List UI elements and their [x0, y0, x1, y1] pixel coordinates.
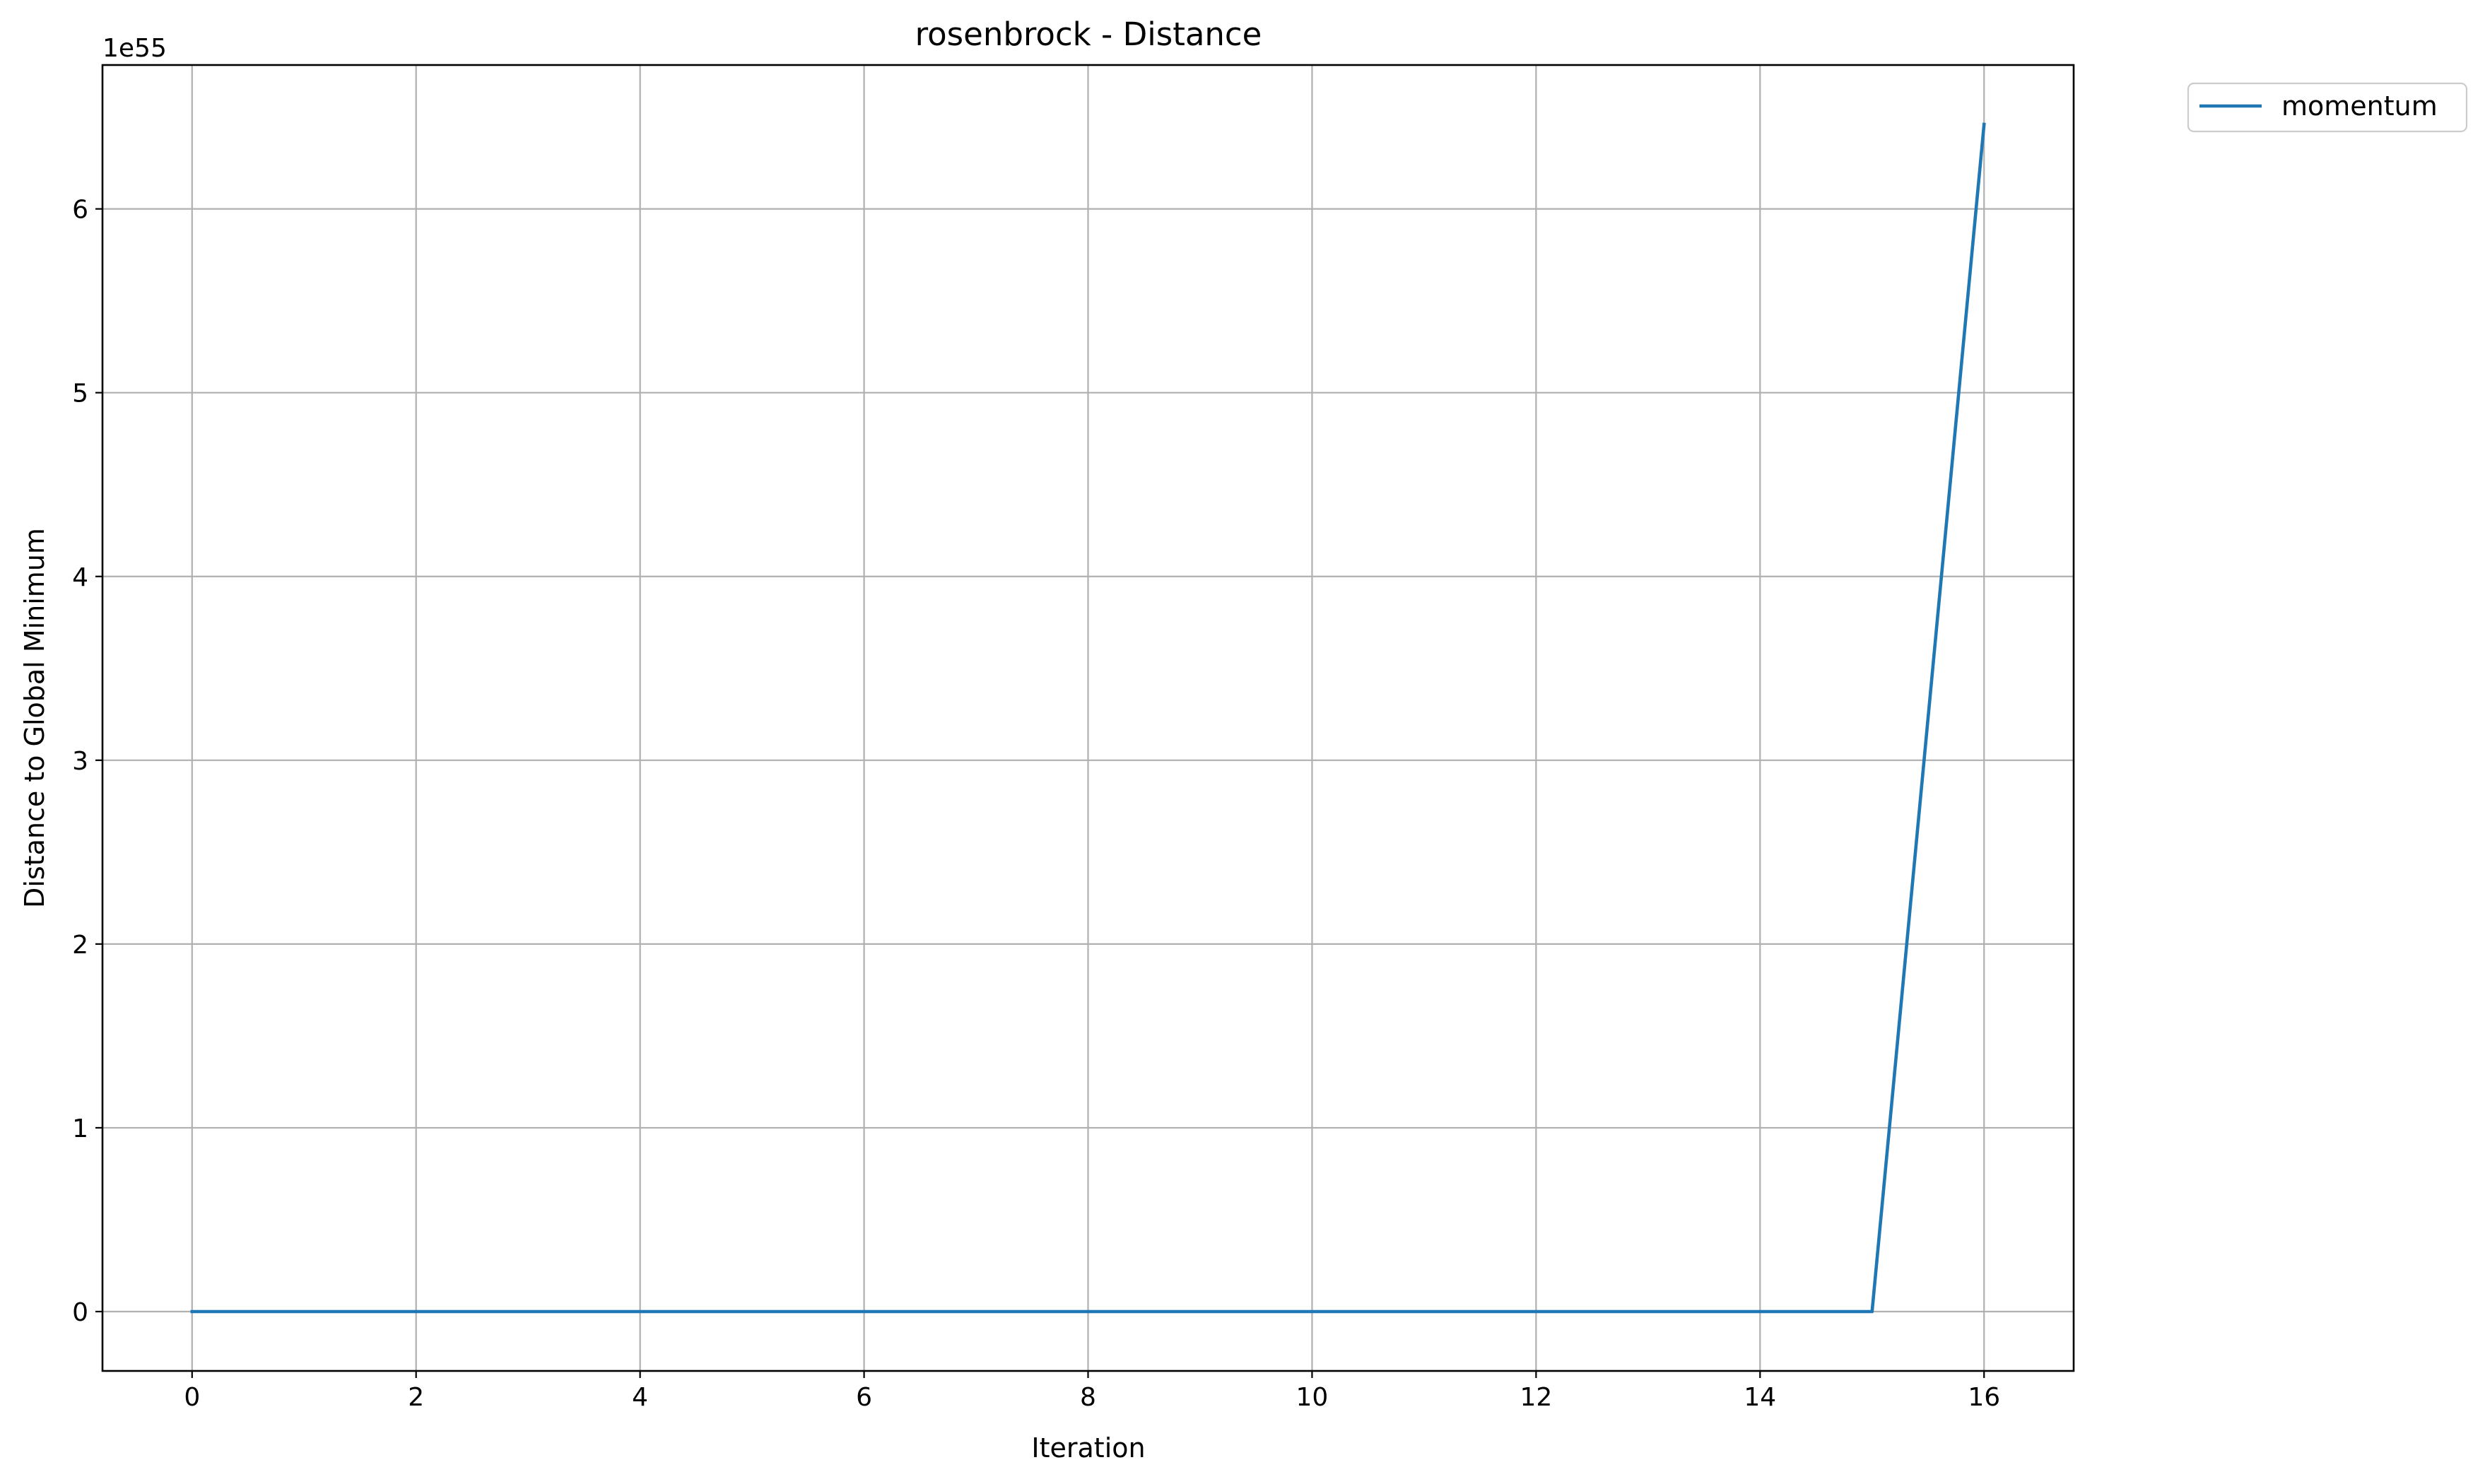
x-tick-label: 6 [856, 1383, 872, 1412]
legend: momentum [2187, 82, 2468, 133]
series-layer [190, 122, 1986, 1314]
x-tick-label: 0 [184, 1383, 200, 1412]
y-tick-label: 6 [72, 196, 88, 225]
x-axis-ticks: 0 2 4 6 8 10 12 14 16 [184, 1371, 2000, 1412]
grid [102, 65, 2074, 1371]
y-tick-label: 5 [72, 379, 88, 408]
y-tick-label: 2 [72, 931, 88, 960]
x-axis-label: Iteration [1031, 1432, 1145, 1464]
y-tick-label: 1 [72, 1114, 88, 1143]
y-axis-ticks: 0 1 2 3 4 5 6 [72, 196, 102, 1327]
x-tick-label: 14 [1744, 1383, 1776, 1412]
x-tick-label: 16 [1968, 1383, 2000, 1412]
legend-label-momentum: momentum [2281, 90, 2438, 122]
y-tick-label: 4 [72, 563, 88, 592]
x-tick-label: 8 [1080, 1383, 1096, 1412]
x-tick-label: 12 [1520, 1383, 1552, 1412]
legend-frame [2187, 82, 2468, 133]
chart-title: rosenbrock - Distance [915, 16, 1262, 53]
y-tick-label: 0 [72, 1298, 88, 1327]
x-tick-label: 4 [632, 1383, 648, 1412]
series-line-momentum [190, 122, 1986, 1314]
y-axis-label: Distance to Global Minimum [19, 528, 50, 908]
y-axis-offset-text: 1e55 [102, 34, 167, 63]
x-tick-label: 10 [1296, 1383, 1329, 1412]
y-tick-label: 3 [72, 747, 88, 776]
x-tick-label: 2 [408, 1383, 424, 1412]
